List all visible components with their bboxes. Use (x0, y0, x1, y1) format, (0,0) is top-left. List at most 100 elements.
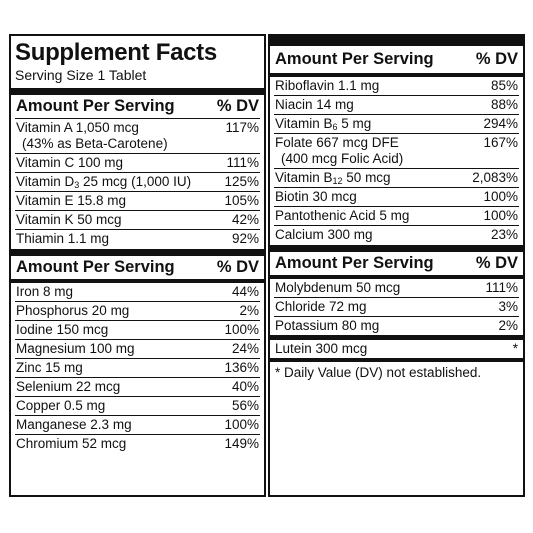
nutrient-row: Niacin 14 mg 88% (274, 95, 519, 114)
nutrient-dv: 167% (483, 135, 518, 150)
nutrient-name: Chloride 72 mg (275, 299, 468, 315)
nutrient-dv: 149% (224, 436, 259, 451)
thick-divider (11, 88, 264, 95)
nutrient-dv: 56% (231, 398, 259, 413)
nutrient-row: Vitamin E 15.8 mg 105% (15, 191, 260, 210)
nutrient-dv: 2,083% (472, 170, 518, 185)
nutrient-dv: 3% (498, 299, 518, 314)
thick-divider (270, 335, 523, 340)
nutrient-row: Vitamin B6 5 mg 294% (274, 114, 519, 133)
nutrient-name-text: 50 mcg (342, 170, 391, 185)
nutrient-name: Niacin 14 mg (275, 97, 468, 113)
nutrient-row: Molybdenum 50 mcg 111% (274, 279, 519, 297)
section-header: Amount Per Serving % DV (274, 252, 519, 275)
nutrient-name-text: Zinc 15 mg (16, 360, 83, 375)
nutrient-name-text: Selenium 22 mcg (16, 379, 121, 394)
nutrient-name: Vitamin B12 50 mcg (275, 170, 468, 186)
nutrient-name-text: 25 mcg (1,000 IU) (79, 174, 192, 189)
nutrient-dv: 111% (226, 155, 259, 170)
nutrient-row: Folate 667 mcg DFE (400 mcg Folic Acid) 16… (274, 133, 519, 168)
nutrient-dv: 105% (224, 193, 259, 208)
nutrient-name: Chromium 52 mcg (16, 436, 209, 452)
supplement-facts-title: Supplement Facts (15, 39, 217, 66)
nutrient-dv: 125% (224, 174, 259, 189)
nutrient-name: Phosphorus 20 mg (16, 303, 209, 319)
nutrient-name-text: Vitamin B (275, 170, 333, 185)
right-section-1: Riboflavin 1.1 mg 85% Niacin 14 mg 88% Vitam… (274, 77, 519, 244)
nutrient-name-text: Vitamin C 100 mg (16, 155, 124, 170)
nutrient-row: Biotin 30 mcg 100% (274, 187, 519, 206)
nutrient-name-text: Chromium 52 mcg (16, 436, 127, 451)
nutrient-name-text: Iron 8 mg (16, 284, 74, 299)
dv-label: % DV (216, 258, 259, 276)
nutrient-name-text: Manganese 2.3 mg (16, 417, 132, 432)
nutrient-dv: 24% (231, 341, 259, 356)
nutrient-name-text: Thiamin 1.1 mg (16, 231, 110, 246)
nutrient-dv: 136% (224, 360, 259, 375)
nutrient-row: Pantothenic Acid 5 mg 100% (274, 206, 519, 225)
nutrient-row: Phosphorus 20 mg 2% (15, 301, 260, 320)
nutrient-name: Iodine 150 mcg (16, 322, 209, 338)
dv-label: % DV (475, 254, 518, 272)
nutrient-name-text: Vitamin A 1,050 mcg (16, 120, 139, 135)
nutrient-name-text: Vitamin E 15.8 mg (16, 193, 127, 208)
nutrient-name: Vitamin K 50 mcg (16, 212, 209, 228)
nutrient-name-text: Molybdenum 50 mcg (275, 280, 401, 295)
thick-divider (270, 245, 523, 252)
left-section-2: Iron 8 mg 44% Phosphorus 20 mg 2% Iodine 150… (15, 283, 260, 453)
nutrient-name-text: Calcium 300 mg (275, 227, 373, 242)
nutrient-name-text: Potassium 80 mg (275, 318, 380, 333)
dv-label: % DV (216, 97, 259, 115)
nutrient-name-text: Pantothenic Acid 5 mg (275, 208, 410, 223)
nutrient-row: Vitamin C 100 mg 111% (15, 153, 260, 172)
nutrient-subtext: (400 mcg Folic Acid) (281, 151, 404, 166)
nutrient-row: Iron 8 mg 44% (15, 283, 260, 301)
nutrient-name: Riboflavin 1.1 mg (275, 78, 468, 94)
nutrient-row: Vitamin K 50 mcg 42% (15, 210, 260, 229)
nutrient-name: Thiamin 1.1 mg (16, 231, 209, 247)
nutrient-name: Potassium 80 mg (275, 318, 468, 334)
nutrient-name-text: Magnesium 100 mg (16, 341, 135, 356)
nutrient-name: Molybdenum 50 mcg (275, 280, 468, 296)
nutrient-row: Iodine 150 mcg 100% (15, 320, 260, 339)
nutrient-name: Magnesium 100 mg (16, 341, 209, 357)
nutrient-dv: * (512, 341, 518, 356)
dv-label: % DV (475, 50, 518, 68)
nutrient-dv: 294% (483, 116, 518, 131)
nutrient-row: Lutein 300 mcg * (274, 340, 519, 358)
section-header: Amount Per Serving % DV (15, 95, 260, 118)
nutrient-row: Chloride 72 mg 3% (274, 297, 519, 316)
nutrient-row: Chromium 52 mcg 149% (15, 434, 260, 453)
nutrient-subscript: 12 (332, 176, 343, 186)
section-header: Amount Per Serving % DV (274, 46, 519, 73)
nutrient-name: Vitamin E 15.8 mg (16, 193, 209, 209)
amount-per-serving-label: Amount Per Serving (275, 254, 434, 272)
nutrient-dv: 100% (483, 208, 518, 223)
nutrient-name-text: Vitamin D (16, 174, 75, 189)
nutrient-name: Vitamin D3 25 mcg (1,000 IU) (16, 174, 209, 190)
nutrient-name-text: Iodine 150 mcg (16, 322, 109, 337)
nutrient-row: Vitamin D3 25 mcg (1,000 IU) 125% (15, 172, 260, 191)
amount-per-serving-label: Amount Per Serving (16, 97, 175, 115)
nutrient-name-text: 5 mg (337, 116, 372, 131)
nutrient-dv: 2% (498, 318, 518, 333)
footnote: * Daily Value (DV) not established. (275, 365, 482, 380)
nutrient-dv: 88% (490, 97, 518, 112)
nutrient-dv: 92% (231, 231, 259, 246)
nutrient-row: Manganese 2.3 mg 100% (15, 415, 260, 434)
serving-size: Serving Size 1 Tablet (15, 67, 147, 83)
nutrient-name-text: Riboflavin 1.1 mg (275, 78, 380, 93)
nutrient-name: Folate 667 mcg DFE (400 mcg Folic Acid) (275, 135, 468, 167)
nutrient-name-text: Folate 667 mcg DFE (275, 135, 399, 150)
nutrient-name-text: Lutein 300 mcg (275, 341, 368, 356)
nutrient-row: Selenium 22 mcg 40% (15, 377, 260, 396)
nutrient-name: Iron 8 mg (16, 284, 209, 300)
nutrient-name: Vitamin C 100 mg (16, 155, 209, 171)
nutrient-name: Copper 0.5 mg (16, 398, 209, 414)
nutrient-name: Zinc 15 mg (16, 360, 209, 376)
nutrient-name-text: Biotin 30 mcg (275, 189, 357, 204)
nutrient-name-text: Copper 0.5 mg (16, 398, 106, 413)
nutrient-name: Calcium 300 mg (275, 227, 468, 243)
nutrient-name: Pantothenic Acid 5 mg (275, 208, 468, 224)
nutrient-dv: 44% (231, 284, 259, 299)
